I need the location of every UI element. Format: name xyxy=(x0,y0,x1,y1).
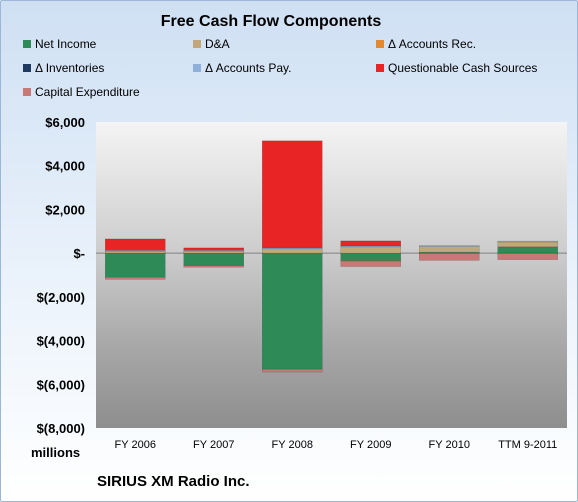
legend-item: Δ Inventories xyxy=(23,61,104,75)
legend-item: D&A xyxy=(193,37,230,51)
x-tick-label: TTM 9-2011 xyxy=(498,439,557,451)
bar-segment xyxy=(262,252,323,370)
bar-segment xyxy=(262,140,323,249)
bar-segment xyxy=(497,240,558,243)
legend-item: Capital Expenditure xyxy=(23,85,140,99)
legend-label: Net Income xyxy=(35,37,97,51)
bar-segment xyxy=(105,238,166,251)
units-label: millions xyxy=(31,445,81,460)
bar-segment xyxy=(340,252,401,261)
legend-label: D&A xyxy=(205,37,230,51)
x-tick-label: FY 2010 xyxy=(429,439,470,451)
y-tick-label: $(4,000) xyxy=(37,334,85,349)
bar-segment xyxy=(419,253,480,261)
bar-segment xyxy=(105,276,166,280)
bar-segment xyxy=(419,245,480,253)
bar-segment xyxy=(340,260,401,267)
y-tick-label: $4,000 xyxy=(45,159,85,174)
legend-label: Questionable Cash Sources xyxy=(388,61,538,75)
bar-segment xyxy=(497,253,558,260)
legend-item: Questionable Cash Sources xyxy=(376,61,537,75)
bar-segment xyxy=(419,245,480,247)
y-tick-label: $(6,000) xyxy=(37,377,85,392)
legend-swatch xyxy=(376,40,384,48)
y-tick-label: $(8,000) xyxy=(37,421,85,436)
bar-segment xyxy=(183,247,244,251)
x-tick-label: FY 2007 xyxy=(193,439,234,451)
legend-swatch xyxy=(376,64,384,72)
bar-segment xyxy=(340,240,401,247)
bar-segment xyxy=(262,248,323,254)
bar-segment xyxy=(262,368,323,373)
bar-segment xyxy=(183,265,244,268)
legend-label: Δ Accounts Rec. xyxy=(388,37,477,51)
company-name: SIRIUS XM Radio Inc. xyxy=(97,473,250,490)
legend-label: Δ Inventories xyxy=(35,61,105,75)
y-tick-label: $- xyxy=(73,246,85,261)
bar-segment xyxy=(183,252,244,266)
legend-label: Δ Accounts Pay. xyxy=(205,61,292,75)
y-tick-label: $(2,000) xyxy=(37,290,85,305)
x-tick-label: FY 2009 xyxy=(350,439,391,451)
legend-swatch xyxy=(193,40,201,48)
legend: Net Income D&A Δ Accounts Rec. Δ Inventorie… xyxy=(23,37,568,107)
plot-area xyxy=(96,122,567,428)
legend-item: Δ Accounts Pay. xyxy=(193,61,292,75)
bar-segment xyxy=(340,246,401,254)
y-tick-label: $2,000 xyxy=(45,202,85,217)
legend-swatch xyxy=(23,40,31,48)
legend-item: Δ Accounts Rec. xyxy=(376,37,476,51)
x-tick-label: FY 2006 xyxy=(115,439,156,451)
bar-segment xyxy=(497,246,558,254)
legend-swatch xyxy=(193,64,201,72)
bar-segment xyxy=(105,252,166,278)
x-tick-label: FY 2008 xyxy=(272,439,313,451)
y-tick-label: $6,000 xyxy=(45,115,85,130)
legend-swatch xyxy=(23,64,31,72)
legend-swatch xyxy=(23,88,31,96)
legend-label: Capital Expenditure xyxy=(35,85,140,99)
chart-title: Free Cash Flow Components xyxy=(160,13,382,30)
legend-item: Net Income xyxy=(23,37,96,51)
